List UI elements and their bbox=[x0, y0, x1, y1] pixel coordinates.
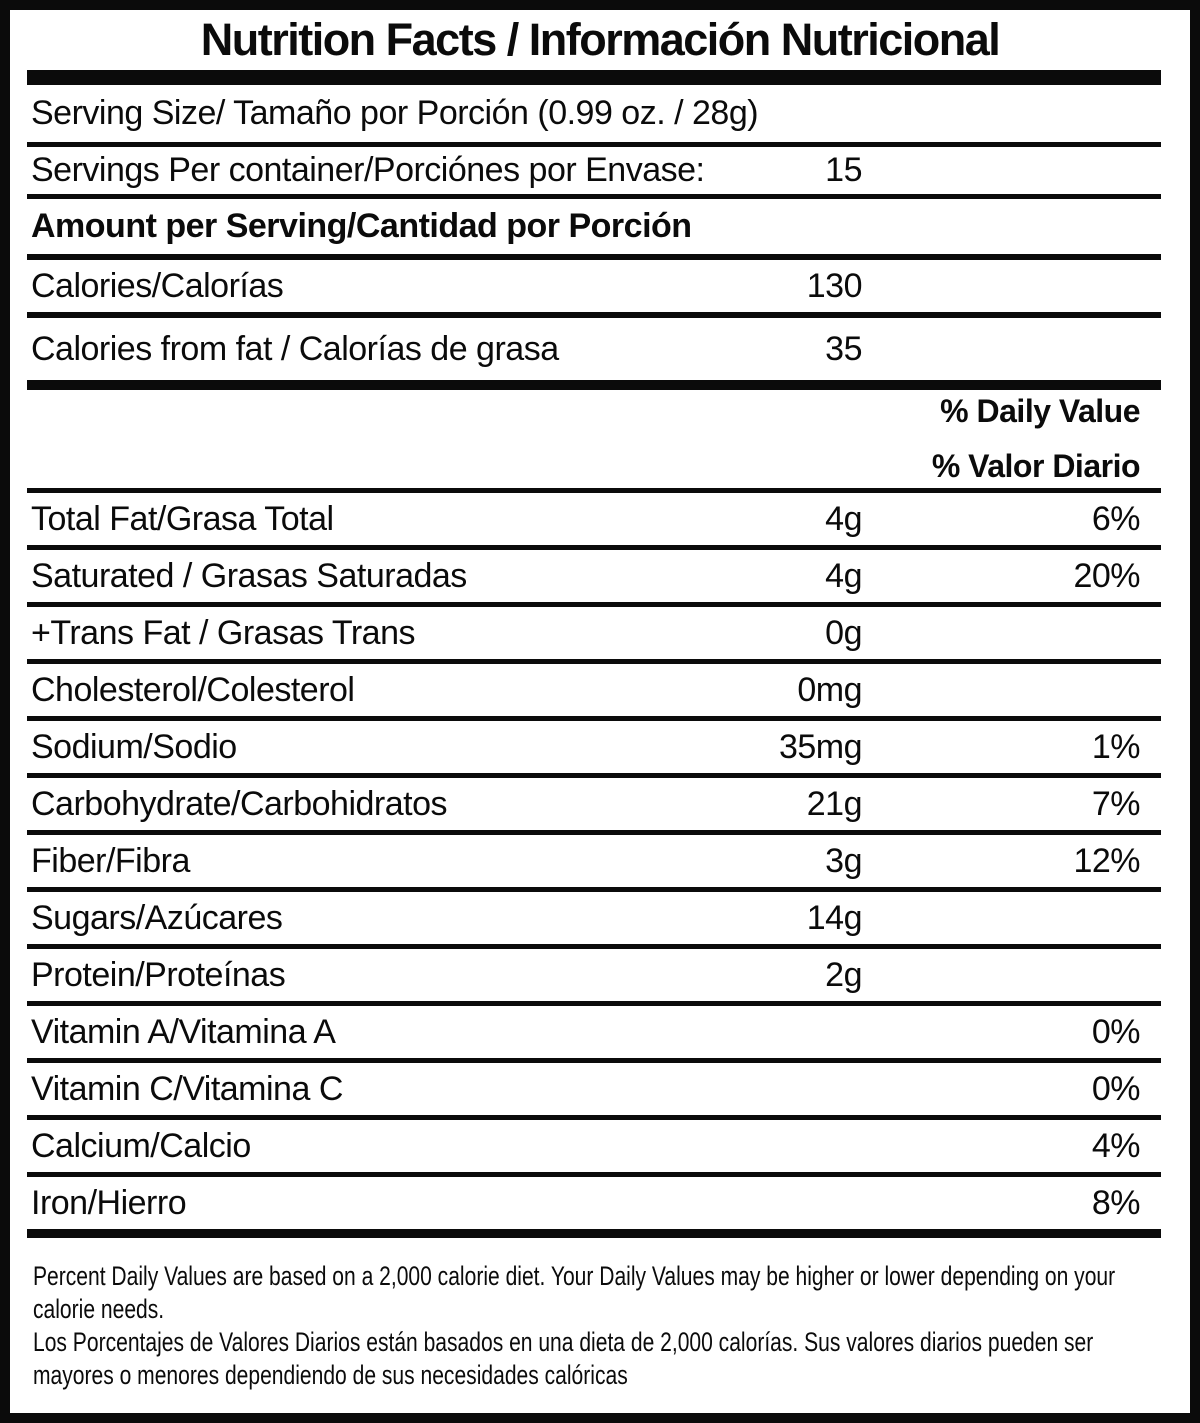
daily-value-header-es: % Valor Diario bbox=[931, 448, 1141, 484]
nutrient-amount bbox=[27, 1177, 862, 1229]
serving-size-row: Serving Size/ Tamaño por Porción (0.99 o… bbox=[27, 85, 1161, 147]
nutrient-label: Sugars/Azúcares bbox=[31, 898, 283, 937]
nutrient-amount: 0g bbox=[825, 613, 862, 652]
daily-value-header-en: % Daily Value bbox=[940, 393, 1140, 429]
nutrient-amount: 21g bbox=[806, 784, 863, 823]
nutrient-dv: 8% bbox=[1091, 1183, 1141, 1222]
footnotes-text: Percent Daily Values are based on a 2,00… bbox=[33, 1260, 1167, 1392]
servings-per-container-row: Servings Per container/Porciónes por Env… bbox=[27, 147, 1161, 199]
nutrient-row-trans-fat: +Trans Fat / Grasas Trans 0g bbox=[27, 607, 1161, 664]
nutrient-label: Protein/Proteínas bbox=[31, 955, 286, 994]
daily-value-header: % Daily Value % Valor Diario bbox=[27, 390, 1161, 493]
label-title: Nutrition Facts / Información Nutriciona… bbox=[200, 14, 1001, 65]
amount-per-serving-row: Amount per Serving/Cantidad por Porción bbox=[27, 199, 1161, 260]
servings-per-container-label: Servings Per container/Porciónes por Env… bbox=[31, 151, 705, 189]
nutrient-row-fiber: Fiber/Fibra 3g 12% bbox=[27, 835, 1161, 892]
calories-row: Calories/Calorías 130 bbox=[27, 260, 1161, 318]
nutrient-amount bbox=[27, 1120, 862, 1172]
nutrient-row-cholesterol: Cholesterol/Colesterol 0mg bbox=[27, 664, 1161, 721]
nutrient-amount bbox=[27, 1006, 862, 1058]
nutrient-dv: 12% bbox=[1073, 841, 1140, 880]
nutrient-label: Iron/Hierro bbox=[31, 1183, 187, 1222]
nutrient-label: Vitamin C/Vitamina C bbox=[31, 1069, 343, 1108]
calories-from-fat-label: Calories from fat / Calorías de grasa bbox=[31, 329, 559, 368]
nutrient-label: +Trans Fat / Grasas Trans bbox=[31, 613, 415, 652]
amount-per-serving-heading: Amount per Serving/Cantidad por Porción bbox=[31, 207, 692, 245]
nutrient-row-protein: Protein/Proteínas 2g bbox=[27, 949, 1161, 1006]
nutrient-amount: 4g bbox=[825, 499, 862, 538]
nutrient-amount: 2g bbox=[825, 955, 862, 994]
serving-size-text: Serving Size/ Tamaño por Porción (0.99 o… bbox=[31, 94, 759, 132]
nutrient-label: Vitamin A/Vitamina A bbox=[31, 1012, 336, 1051]
nutrient-dv: 0% bbox=[1091, 1012, 1141, 1051]
nutrient-label: Fiber/Fibra bbox=[31, 841, 190, 880]
footnote-line: calorie needs. bbox=[33, 1294, 165, 1324]
nutrient-label: Saturated / Grasas Saturadas bbox=[31, 556, 467, 595]
nutrient-dv: 1% bbox=[1091, 727, 1141, 766]
nutrient-row-saturated-fat: Saturated / Grasas Saturadas 4g 20% bbox=[27, 550, 1161, 607]
nutrient-row-vitamin-a: Vitamin A/Vitamina A 0% bbox=[27, 1006, 1161, 1063]
nutrient-amount: 35mg bbox=[778, 727, 863, 766]
nutrient-row-iron: Iron/Hierro 8% bbox=[27, 1177, 1161, 1238]
footnote-line: Percent Daily Values are based on a 2,00… bbox=[33, 1261, 1116, 1291]
nutrient-label: Total Fat/Grasa Total bbox=[31, 499, 334, 538]
title-divider-bar bbox=[27, 70, 1161, 85]
servings-per-container-value: 15 bbox=[825, 151, 862, 189]
nutrient-row-carbohydrate: Carbohydrate/Carbohidratos 21g 7% bbox=[27, 778, 1161, 835]
nutrient-row-total-fat: Total Fat/Grasa Total 4g 6% bbox=[27, 493, 1161, 550]
nutrient-row-sugars: Sugars/Azúcares 14g bbox=[27, 892, 1161, 949]
nutrient-amount: 3g bbox=[825, 841, 862, 880]
nutrient-dv: 0% bbox=[1091, 1069, 1141, 1108]
footnote-line: Los Porcentajes de Valores Diarios están… bbox=[33, 1327, 1094, 1357]
nutrient-label: Cholesterol/Colesterol bbox=[31, 670, 355, 709]
calories-label: Calories/Calorías bbox=[31, 266, 284, 305]
footnote-line: mayores o menores dependiendo de sus nec… bbox=[33, 1360, 628, 1390]
nutrient-row-sodium: Sodium/Sodio 35mg 1% bbox=[27, 721, 1161, 778]
nutrient-dv: 20% bbox=[1073, 556, 1140, 595]
label-content: Serving Size/ Tamaño por Porción (0.99 o… bbox=[27, 85, 1161, 1392]
nutrient-amount: 4g bbox=[825, 556, 862, 595]
nutrient-amount: 14g bbox=[806, 898, 863, 937]
nutrient-amount: 0mg bbox=[797, 670, 862, 709]
nutrient-label: Carbohydrate/Carbohidratos bbox=[31, 784, 448, 823]
nutrient-label: Calcium/Calcio bbox=[31, 1126, 251, 1165]
nutrient-dv: 7% bbox=[1091, 784, 1141, 823]
nutrient-dv: 6% bbox=[1091, 499, 1141, 538]
nutrient-amount bbox=[27, 1063, 862, 1115]
nutrient-dv: 4% bbox=[1091, 1126, 1141, 1165]
nutrient-label: Sodium/Sodio bbox=[31, 727, 237, 766]
calories-from-fat-value: 35 bbox=[825, 329, 862, 368]
calories-from-fat-row: Calories from fat / Calorías de grasa 35 bbox=[27, 318, 1161, 390]
calories-value: 130 bbox=[806, 266, 863, 305]
footnotes-section: Percent Daily Values are based on a 2,00… bbox=[27, 1238, 1161, 1392]
nutrient-row-calcium: Calcium/Calcio 4% bbox=[27, 1120, 1161, 1177]
nutrient-row-vitamin-c: Vitamin C/Vitamina C 0% bbox=[27, 1063, 1161, 1120]
